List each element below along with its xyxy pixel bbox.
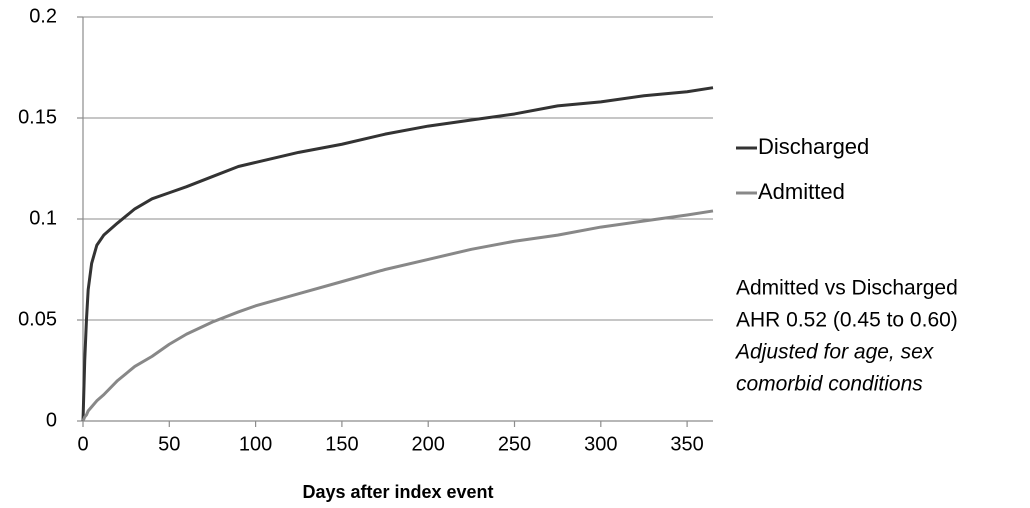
y-tick-label: 0.2	[29, 5, 57, 27]
x-tick-label: 50	[158, 433, 180, 455]
y-tick-label: 0.15	[18, 106, 57, 128]
x-tick-label: 250	[498, 433, 531, 455]
y-tick-label: 0.1	[29, 207, 57, 229]
x-tick-label: 350	[670, 433, 703, 455]
y-tick-label: 0	[46, 409, 57, 431]
x-axis-label: Days after index event	[302, 482, 493, 502]
annotation: AHR 0.52 (0.45 to 0.60)	[736, 309, 958, 332]
x-tick-label: 100	[239, 433, 272, 455]
x-tick-label: 0	[77, 433, 88, 455]
annotation: Adjusted for age, sex	[734, 341, 935, 364]
series-line	[81, 209, 714, 422]
y-tick-label: 0.05	[18, 308, 57, 330]
series-line	[81, 86, 714, 422]
legend-label: Admitted	[758, 179, 845, 204]
annotation: Admitted vs Discharged	[736, 277, 958, 300]
x-tick-label: 150	[325, 433, 358, 455]
x-tick-label: 200	[412, 433, 445, 455]
legend-label: Discharged	[758, 134, 869, 159]
x-tick-label: 300	[584, 433, 617, 455]
annotation: comorbid conditions	[736, 373, 923, 396]
